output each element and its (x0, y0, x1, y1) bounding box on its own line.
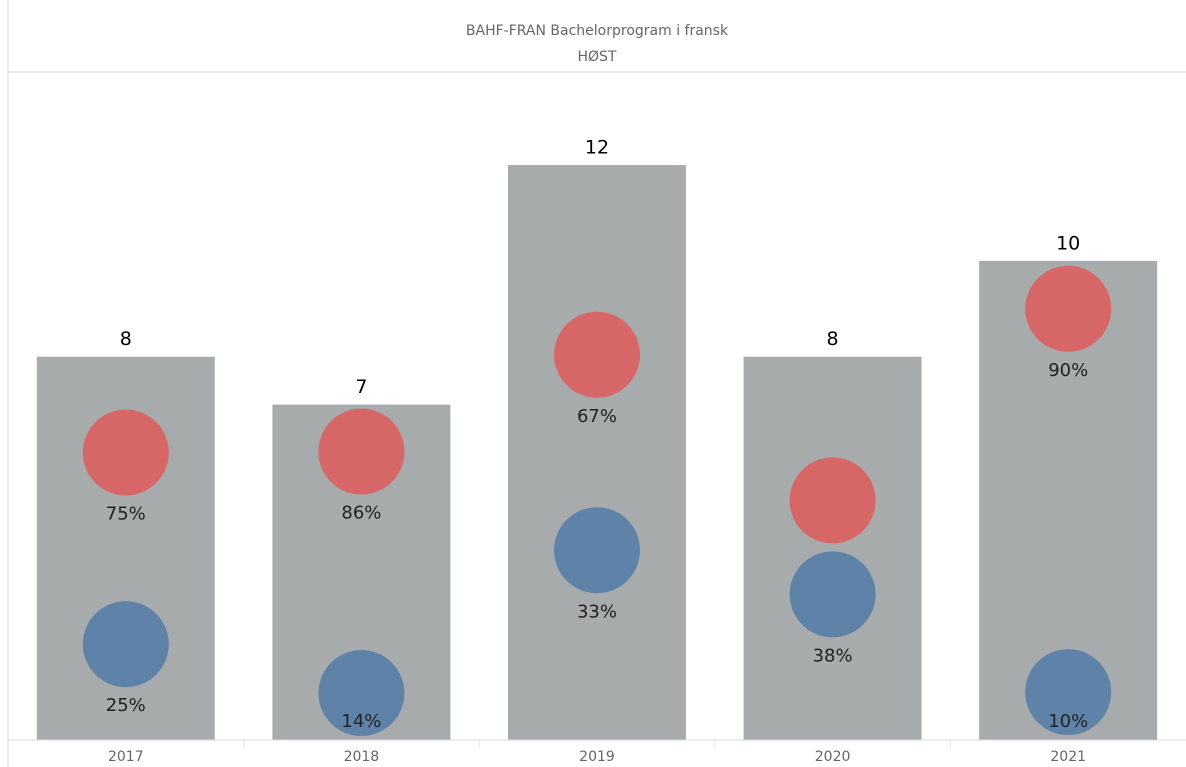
share-label: 67% (577, 406, 617, 427)
share-circle (789, 551, 876, 638)
share-circle (554, 311, 640, 398)
x-tick-label: 2018 (344, 749, 380, 765)
x-tick-label: 2017 (108, 749, 144, 765)
bar (508, 165, 686, 741)
x-tick-label: 2020 (815, 749, 851, 765)
share-circle (1025, 265, 1112, 352)
x-tick-label: 2019 (579, 749, 615, 765)
share-circle (1025, 649, 1112, 736)
share-label: 14% (341, 711, 381, 732)
share-circle (789, 457, 876, 544)
share-label: 86% (341, 503, 381, 524)
share-circle (554, 507, 640, 594)
bar-value-label: 7 (355, 376, 367, 398)
share-circle (82, 409, 169, 496)
bar (743, 356, 922, 740)
share-label: 90% (1048, 360, 1088, 381)
share-label: 25% (106, 695, 146, 716)
share-label: 38% (813, 645, 853, 666)
share-label: 10% (1048, 711, 1088, 732)
share-label: 75% (106, 504, 146, 525)
share-circle (82, 601, 169, 688)
chart-title: BAHF-FRAN Bachelorprogram i fransk (466, 23, 729, 39)
bar-value-label: 12 (585, 137, 609, 159)
bar-value-label: 8 (120, 328, 132, 350)
bar-value-label: 10 (1056, 232, 1080, 254)
share-circle (318, 408, 405, 495)
x-tick-label: 2021 (1050, 749, 1086, 765)
share-label: 33% (577, 601, 617, 622)
bar-value-label: 8 (827, 328, 839, 350)
share-circle (318, 650, 405, 737)
chart-subtitle: HØST (578, 49, 617, 65)
